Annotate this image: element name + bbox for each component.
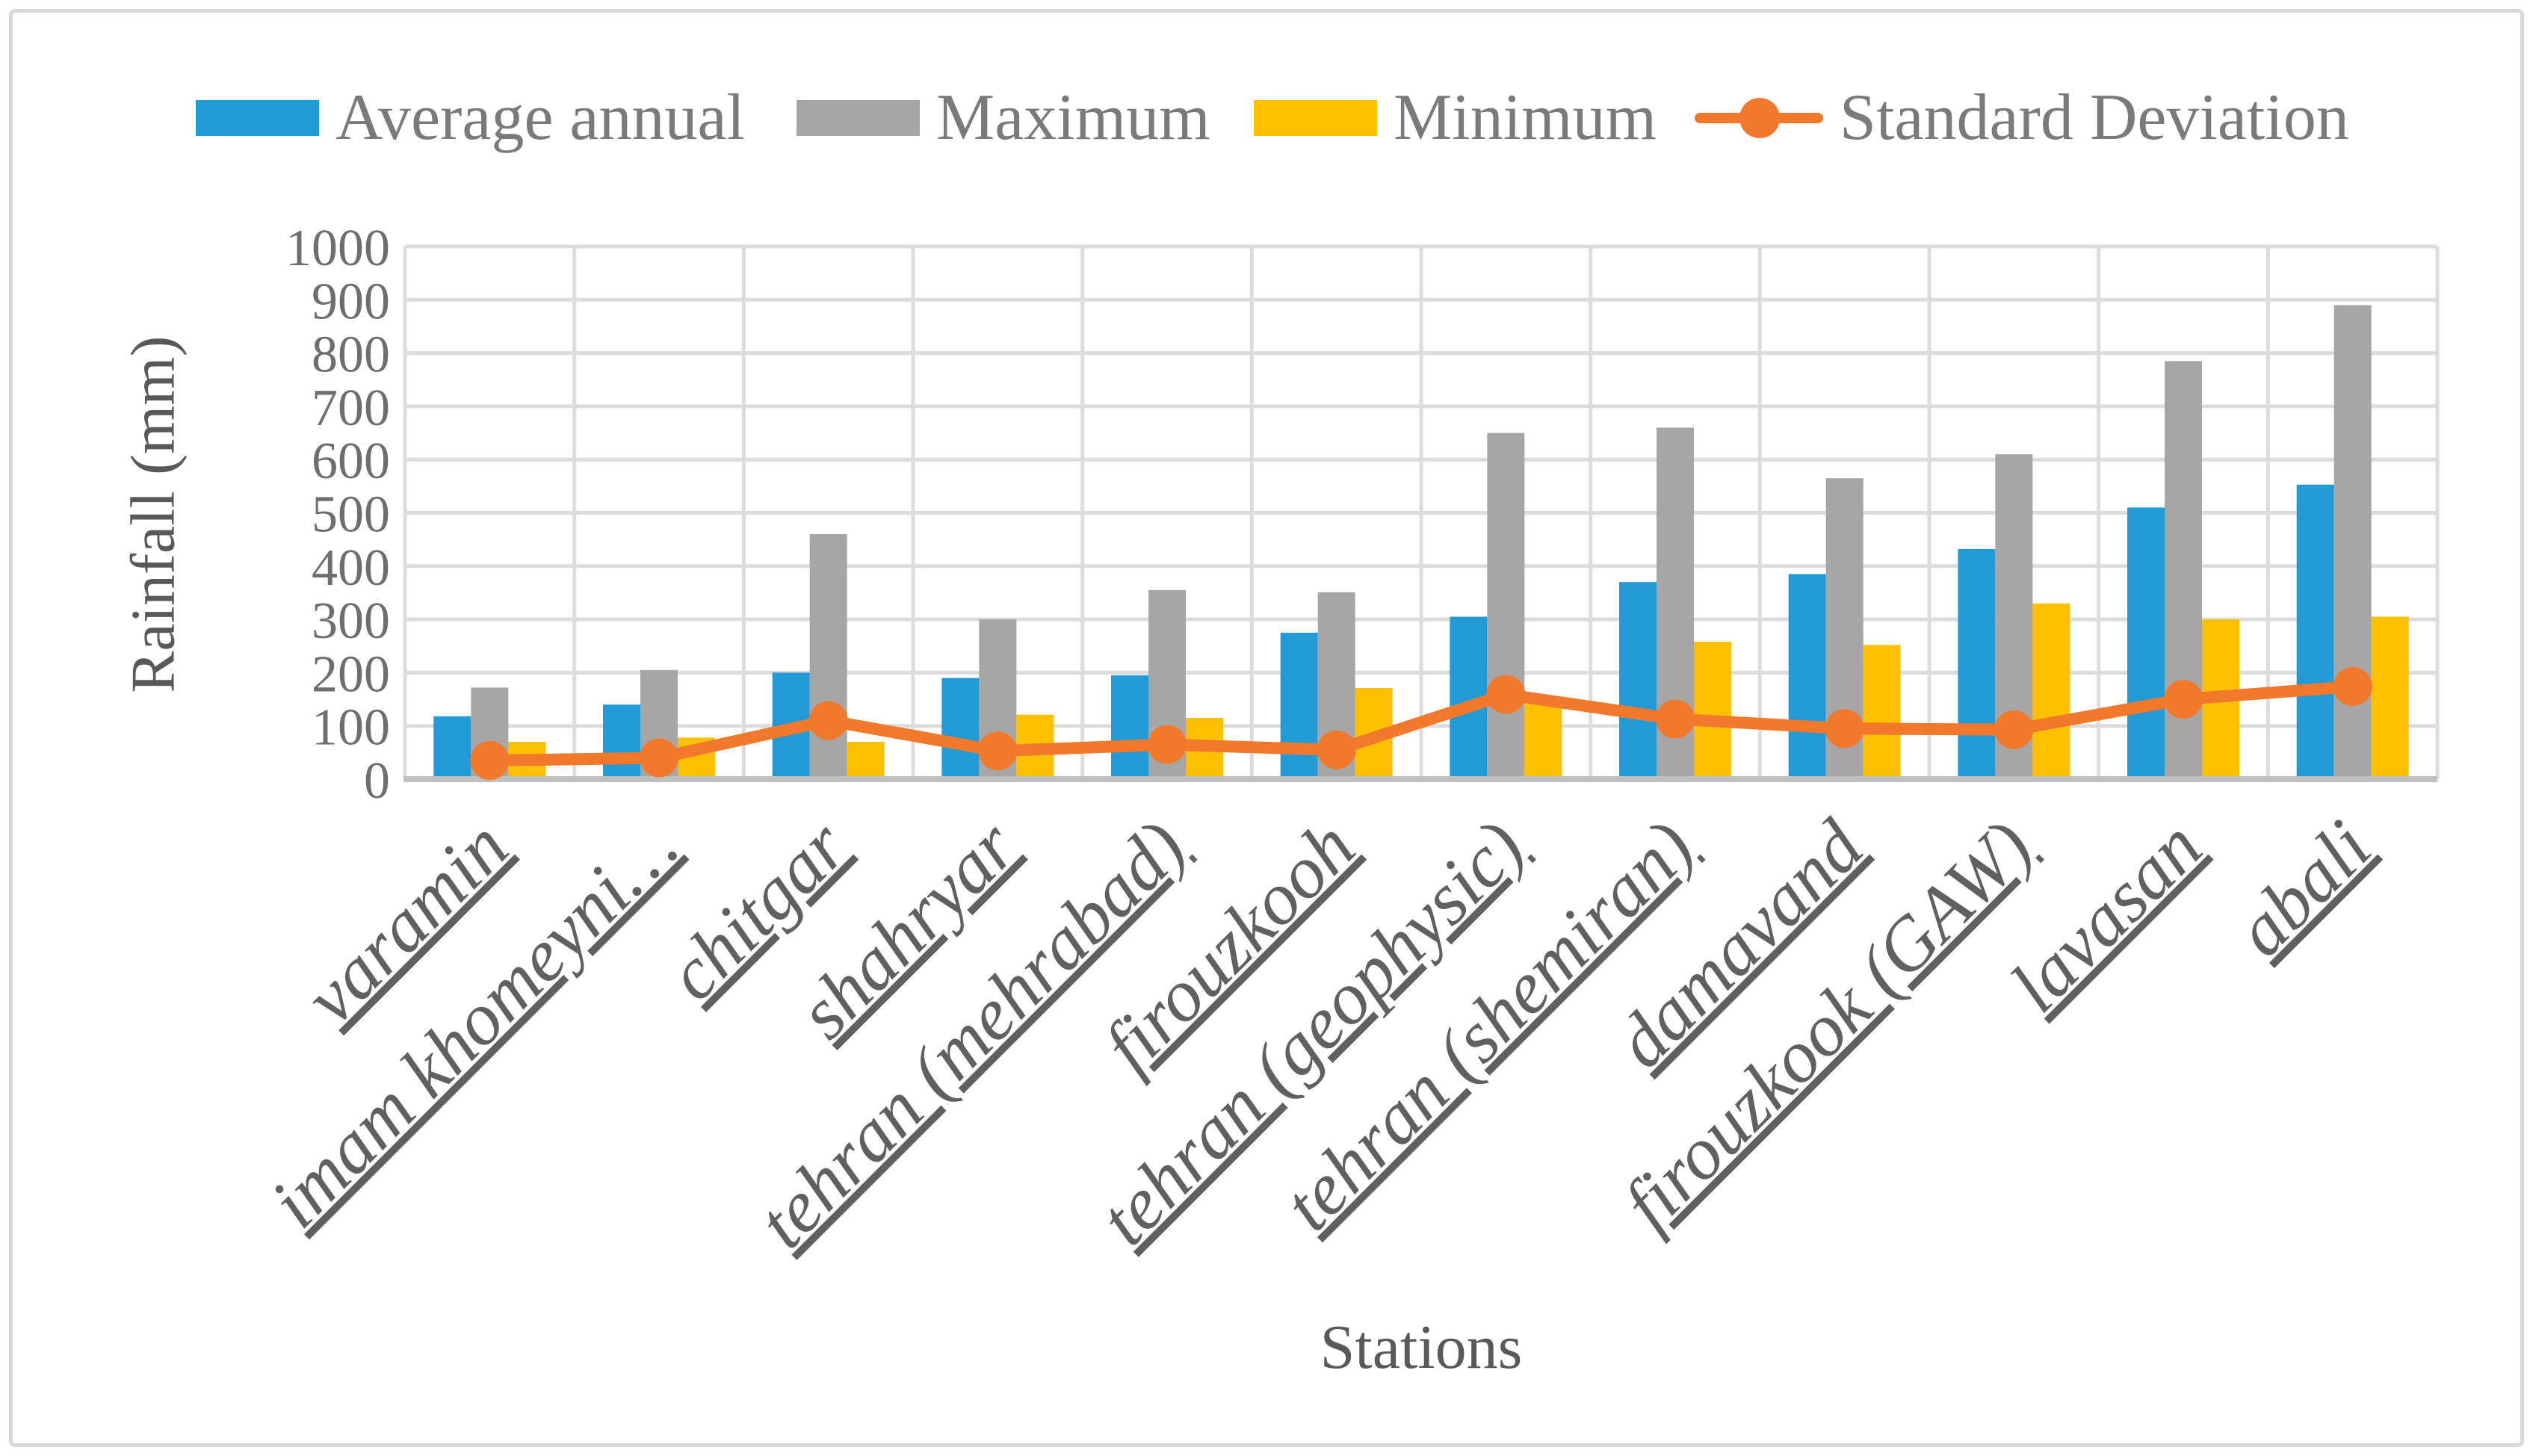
standard-deviation-marker-damavand: [1825, 709, 1864, 749]
legend-item-average-annual: Average annual: [196, 81, 746, 154]
bar-average-annual-damavand: [1788, 574, 1826, 779]
legend-item-standard-deviation: Standard Deviation: [1695, 81, 2349, 154]
bar-maximum-chitgar: [809, 534, 847, 779]
bar-maximum-tehran-geophysic-: [1487, 433, 1525, 779]
y-axis-tick-label: 500: [312, 486, 390, 544]
y-axis-title: Rainfall (mm): [118, 335, 188, 693]
standard-deviation-marker-lavasan: [2164, 680, 2203, 719]
y-axis-tick-label: 0: [364, 752, 390, 810]
x-category-label: lavasan: [1994, 805, 2217, 1027]
standard-deviation-marker-abali: [2333, 666, 2372, 706]
x-category-label: abali: [2219, 805, 2387, 972]
bar-average-annual-firouzkooh: [1280, 632, 1318, 779]
standard-deviation-marker-tehran-mehrabad-: [1148, 725, 1187, 764]
y-axis-tick-label: 700: [312, 380, 390, 437]
legend-label-standard-deviation: Standard Deviation: [1840, 81, 2349, 154]
y-axis-tick-label: 800: [312, 326, 390, 384]
bar-minimum-tehran-shemiran-: [1694, 642, 1731, 779]
legend-swatch-maximum: [797, 100, 920, 136]
bar-minimum-abali: [2371, 616, 2409, 779]
bar-minimum-firouzkook-GAW-: [2032, 603, 2070, 779]
bar-average-annual-tehran-mehrabad-: [1111, 675, 1148, 779]
bar-minimum-tehran-geophysic-: [1524, 701, 1562, 779]
legend-item-minimum: Minimum: [1254, 81, 1657, 154]
standard-deviation-marker-tehran-shemiran-: [1656, 699, 1695, 739]
standard-deviation-marker-imam-khomeyni-: [640, 738, 678, 778]
legend-label-minimum: Minimum: [1394, 81, 1657, 154]
y-axis-tick-label: 200: [312, 645, 390, 703]
legend-swatch-average-annual: [196, 100, 319, 136]
y-axis-tick-label: 400: [312, 539, 390, 597]
y-axis-tick-label: 900: [312, 273, 390, 330]
standard-deviation-marker-chitgar: [808, 701, 848, 740]
standard-deviation-line: [483, 680, 2359, 767]
bar-average-annual-tehran-shemiran-: [1619, 582, 1657, 779]
y-axis-tick-label: 1000: [285, 220, 390, 277]
legend-item-maximum: Maximum: [797, 81, 1210, 154]
legend-dot-glyph: [1739, 98, 1780, 138]
standard-deviation-marker-firouzkooh: [1317, 730, 1356, 769]
y-axis-tick-label: 300: [312, 592, 390, 650]
standard-deviation-marker-tehran-geophysic-: [1486, 675, 1526, 714]
legend-swatch-minimum: [1254, 100, 1377, 136]
legend-label-average-annual: Average annual: [335, 81, 746, 154]
y-axis-tick-label: 600: [312, 433, 390, 490]
x-axis-title: Stations: [1320, 1313, 1523, 1382]
bar-average-annual-firouzkook-GAW-: [1958, 548, 1996, 779]
legend-label-maximum: Maximum: [936, 81, 1210, 154]
bar-average-annual-abali: [2296, 484, 2334, 779]
y-axis-tick-label: 100: [312, 699, 390, 757]
bar-average-annual-imam-khomeyni-: [603, 704, 640, 779]
bar-maximum-abali: [2333, 305, 2372, 779]
standard-deviation-marker-firouzkook-GAW-: [1994, 710, 2034, 749]
bar-minimum-damavand: [1863, 645, 1901, 779]
standard-deviation-marker-shahryar: [978, 731, 1018, 771]
bar-average-annual-shahryar: [941, 678, 980, 779]
bar-average-annual-varamin: [433, 716, 471, 779]
bar-average-annual-lavasan: [2127, 507, 2165, 779]
chart-legend: Average annual Maximum Minimum Standard …: [0, 0, 2533, 172]
chart-outer-border: [9, 9, 2524, 1447]
bar-minimum-chitgar: [847, 742, 885, 779]
standard-deviation-marker-varamin: [470, 741, 510, 781]
legend-line-marker-icon: [1695, 97, 1823, 139]
